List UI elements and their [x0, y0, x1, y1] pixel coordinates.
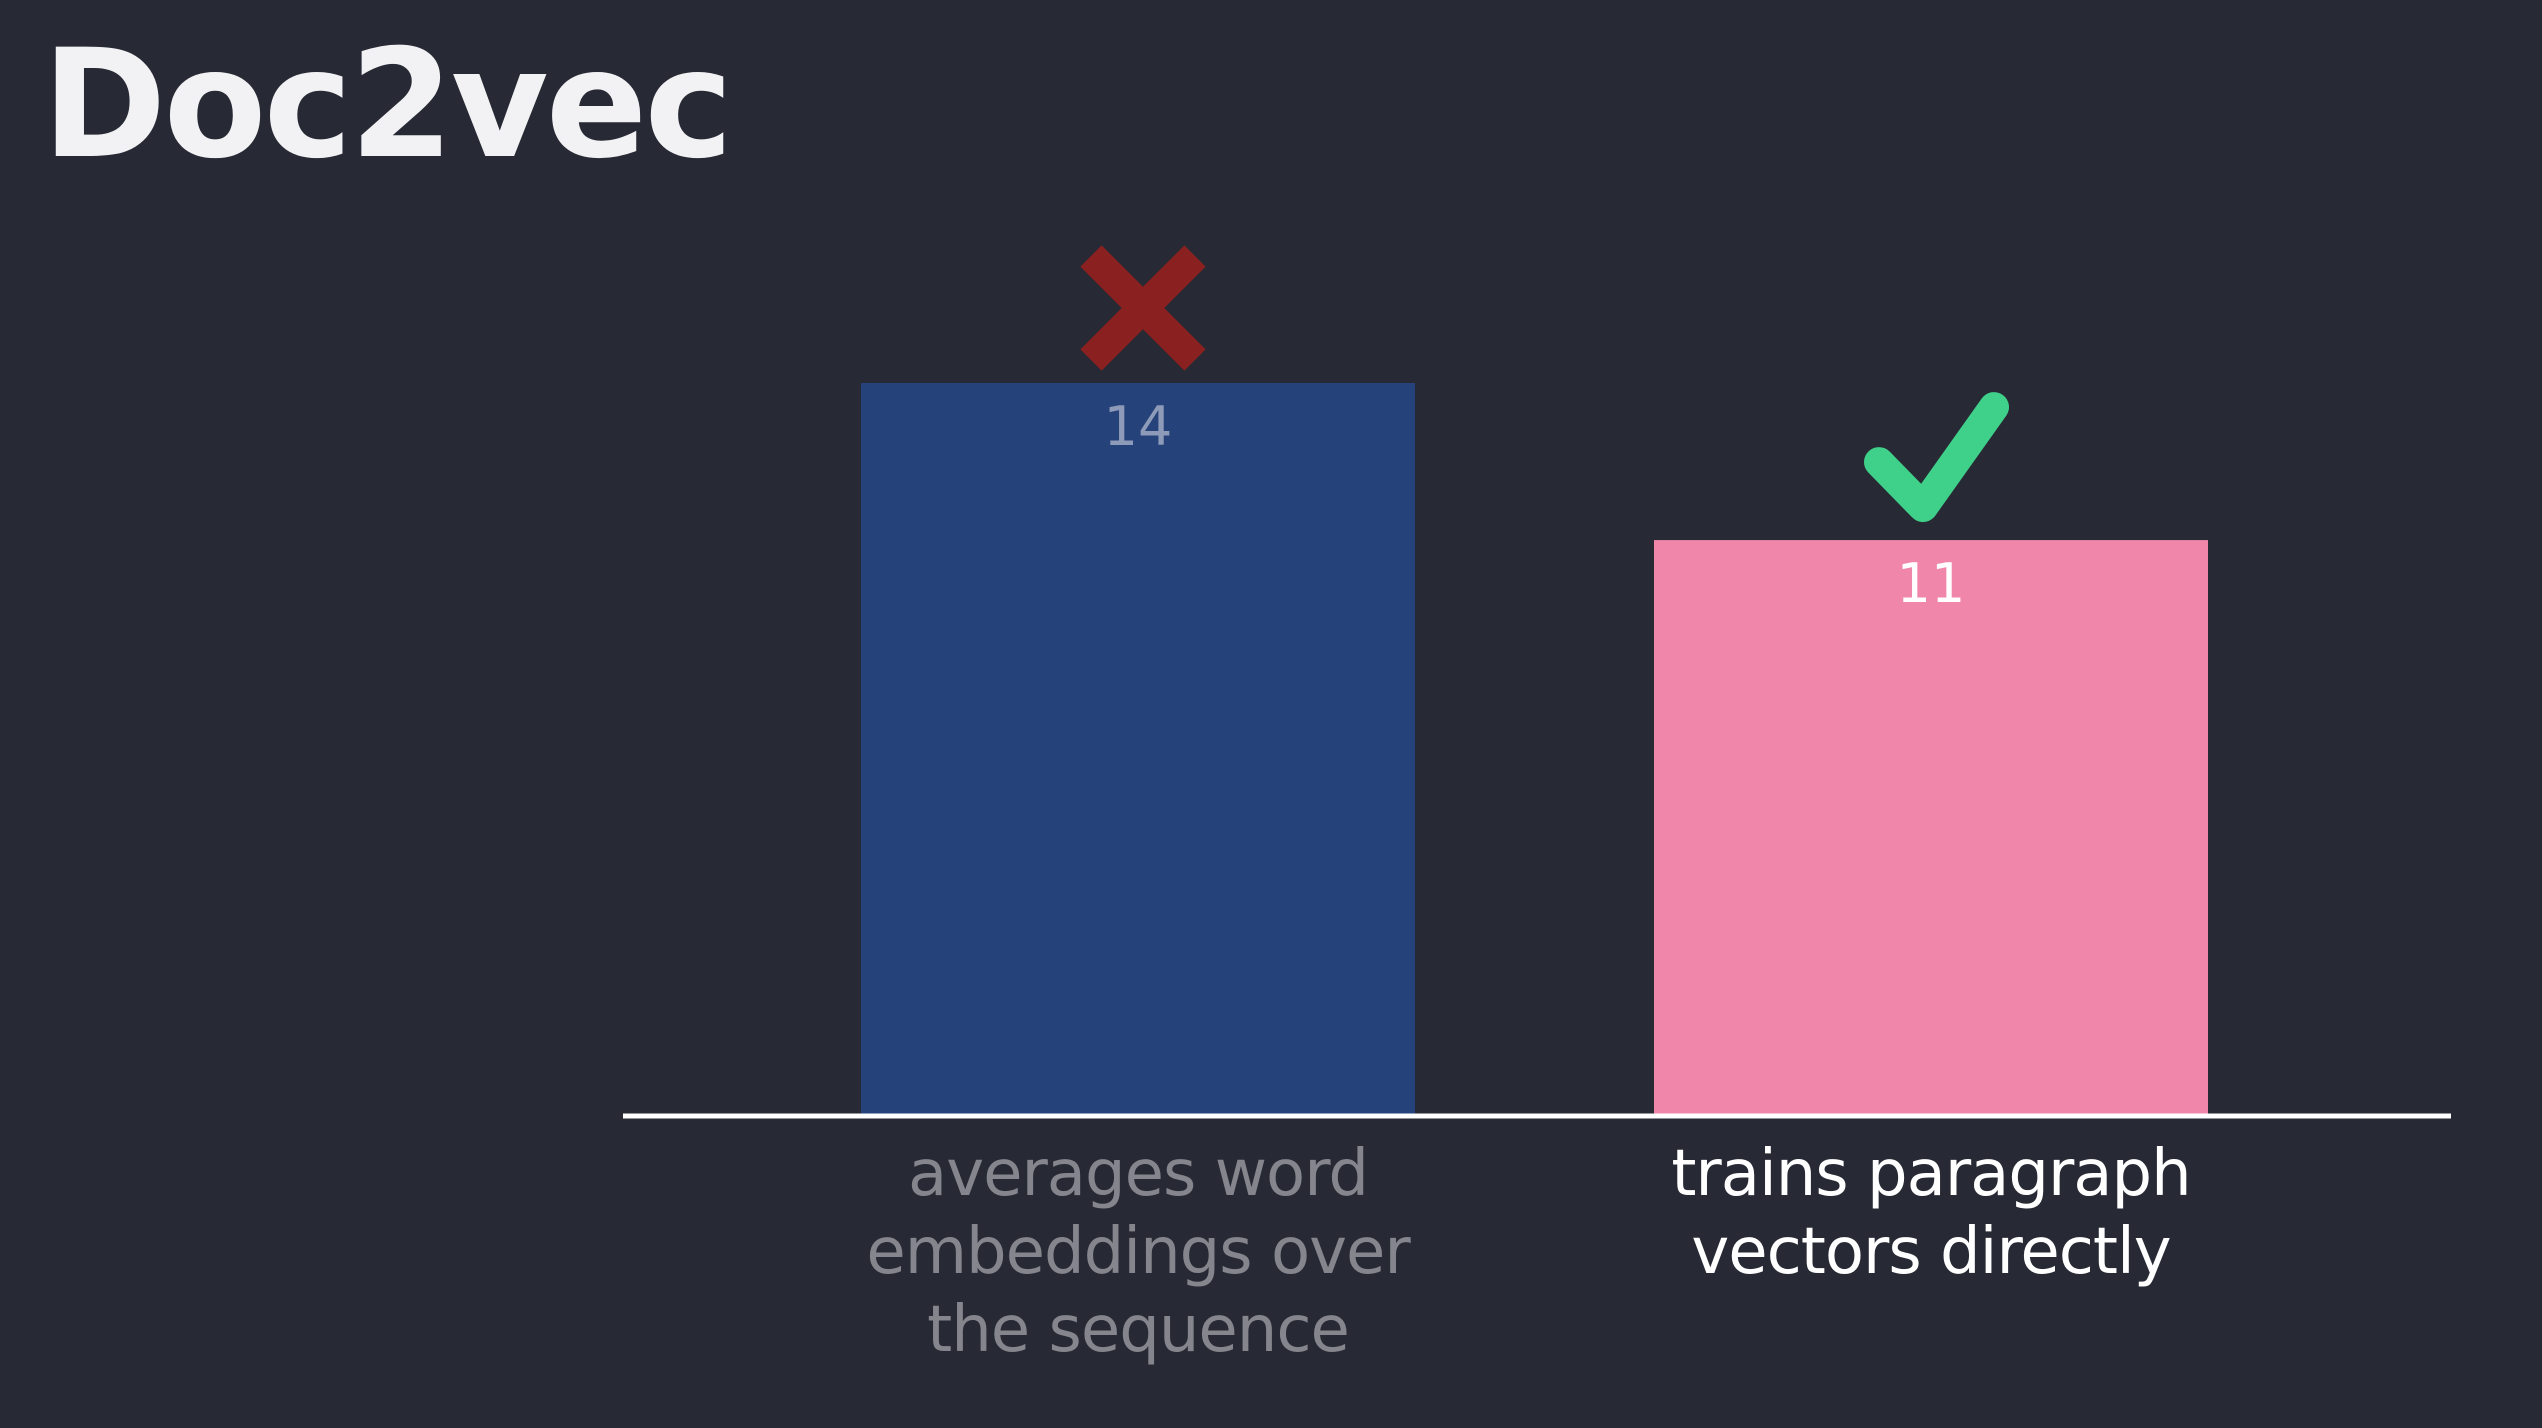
- bar-value-label-1: 14: [1104, 395, 1173, 458]
- bar-1: [861, 383, 1415, 1116]
- cross-icon: [1080, 245, 1206, 371]
- bar-value-label-2: 11: [1897, 552, 1966, 615]
- bar-2: [1654, 540, 2208, 1116]
- category-label-1: averages word embeddings over the sequen…: [866, 1137, 1410, 1367]
- category-label-2: trains paragraph vectors directly: [1671, 1137, 2191, 1289]
- slide-title: Doc2vec: [42, 18, 733, 192]
- check-icon: [1864, 392, 2009, 523]
